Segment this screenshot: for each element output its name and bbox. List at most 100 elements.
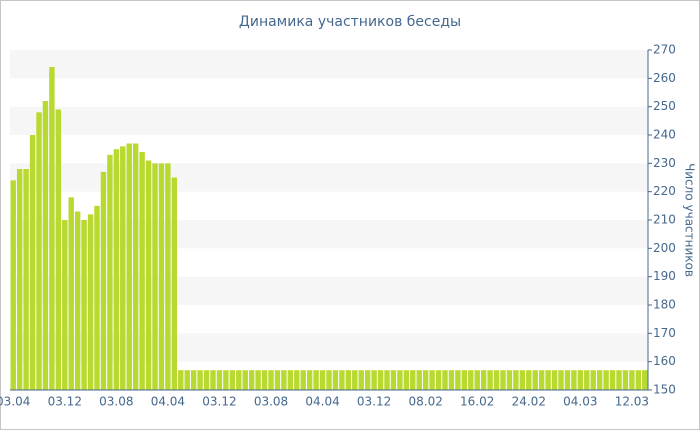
- bar: [113, 149, 120, 390]
- y-tick-label: 200: [653, 241, 676, 255]
- bar: [435, 370, 442, 390]
- bar: [480, 370, 487, 390]
- bar: [94, 205, 100, 390]
- bar: [474, 370, 480, 390]
- bar: [36, 112, 42, 390]
- bar: [390, 370, 397, 390]
- bar: [384, 370, 390, 390]
- bar: [274, 370, 281, 390]
- bar: [223, 370, 229, 390]
- bar: [87, 214, 94, 390]
- bar: [564, 370, 571, 390]
- bar: [371, 370, 377, 390]
- bar: [306, 370, 313, 390]
- x-tick-label: 03.04: [0, 395, 30, 409]
- bar: [281, 370, 287, 390]
- bar: [358, 370, 364, 390]
- bar: [642, 370, 648, 390]
- bar: [49, 67, 55, 390]
- bar: [551, 370, 558, 390]
- bar: [23, 169, 29, 390]
- x-tick-label: 03.08: [99, 395, 133, 409]
- bar: [261, 370, 268, 390]
- bar: [313, 370, 319, 390]
- bar: [326, 370, 332, 390]
- bar: [584, 370, 590, 390]
- bar: [236, 370, 242, 390]
- x-tick-label: 04.03: [563, 395, 597, 409]
- bar: [519, 370, 526, 390]
- bar: [248, 370, 255, 390]
- bar: [145, 160, 152, 390]
- x-tick-label: 04.04: [151, 395, 185, 409]
- bar: [609, 370, 616, 390]
- bar: [629, 370, 635, 390]
- bar: [100, 171, 107, 390]
- bar: [107, 154, 113, 390]
- bar: [558, 370, 564, 390]
- grid-band: [10, 106, 648, 135]
- bar: [506, 370, 513, 390]
- bar: [596, 370, 603, 390]
- y-tick-label: 160: [653, 354, 676, 368]
- bar: [571, 370, 577, 390]
- y-tick-label: 170: [653, 326, 676, 340]
- bar: [448, 370, 455, 390]
- y-tick-label: 270: [653, 43, 676, 57]
- bar: [455, 370, 461, 390]
- grid-band: [10, 50, 648, 79]
- bar: [300, 370, 306, 390]
- bar: [603, 370, 609, 390]
- y-tick-label: 240: [653, 128, 676, 142]
- bar: [55, 109, 62, 390]
- x-tick-label: 12.03: [615, 395, 649, 409]
- bar: [126, 143, 132, 390]
- bar: [422, 370, 429, 390]
- bar: [577, 370, 584, 390]
- bar: [42, 101, 49, 390]
- bar: [287, 370, 294, 390]
- y-tick-label: 180: [653, 298, 676, 312]
- x-tick-label: 16.02: [460, 395, 494, 409]
- bar: [410, 370, 416, 390]
- bar: [461, 370, 468, 390]
- x-tick-label: 04.04: [305, 395, 339, 409]
- bar: [352, 370, 358, 390]
- x-tick-label: 08.02: [408, 395, 442, 409]
- y-tick-label: 190: [653, 269, 676, 283]
- bar: [81, 220, 87, 390]
- bar: [487, 370, 493, 390]
- bar: [468, 370, 474, 390]
- bar: [203, 370, 210, 390]
- bar: [184, 370, 190, 390]
- bar: [216, 370, 223, 390]
- bar: [139, 152, 145, 390]
- x-tick-label: 03.12: [48, 395, 82, 409]
- bar: [493, 370, 500, 390]
- bar: [332, 370, 339, 390]
- bar: [132, 143, 139, 390]
- bar: [197, 370, 203, 390]
- bar: [538, 370, 545, 390]
- bar: [403, 370, 410, 390]
- bar: [62, 220, 68, 390]
- x-tick-label: 03.12: [202, 395, 236, 409]
- x-tick-label: 03.08: [254, 395, 288, 409]
- y-axis-label: Число участников: [683, 163, 697, 277]
- bar: [532, 370, 538, 390]
- bar: [171, 177, 178, 390]
- bar: [513, 370, 519, 390]
- bar: [74, 211, 81, 390]
- bar: [635, 370, 642, 390]
- bar: [339, 370, 345, 390]
- bar: [294, 370, 300, 390]
- bar: [10, 180, 16, 390]
- bar: [364, 370, 371, 390]
- bar: [268, 370, 274, 390]
- y-tick-label: 260: [653, 71, 676, 85]
- bar: [616, 370, 622, 390]
- y-tick-label: 220: [653, 184, 676, 198]
- bar: [152, 163, 158, 390]
- bar: [210, 370, 216, 390]
